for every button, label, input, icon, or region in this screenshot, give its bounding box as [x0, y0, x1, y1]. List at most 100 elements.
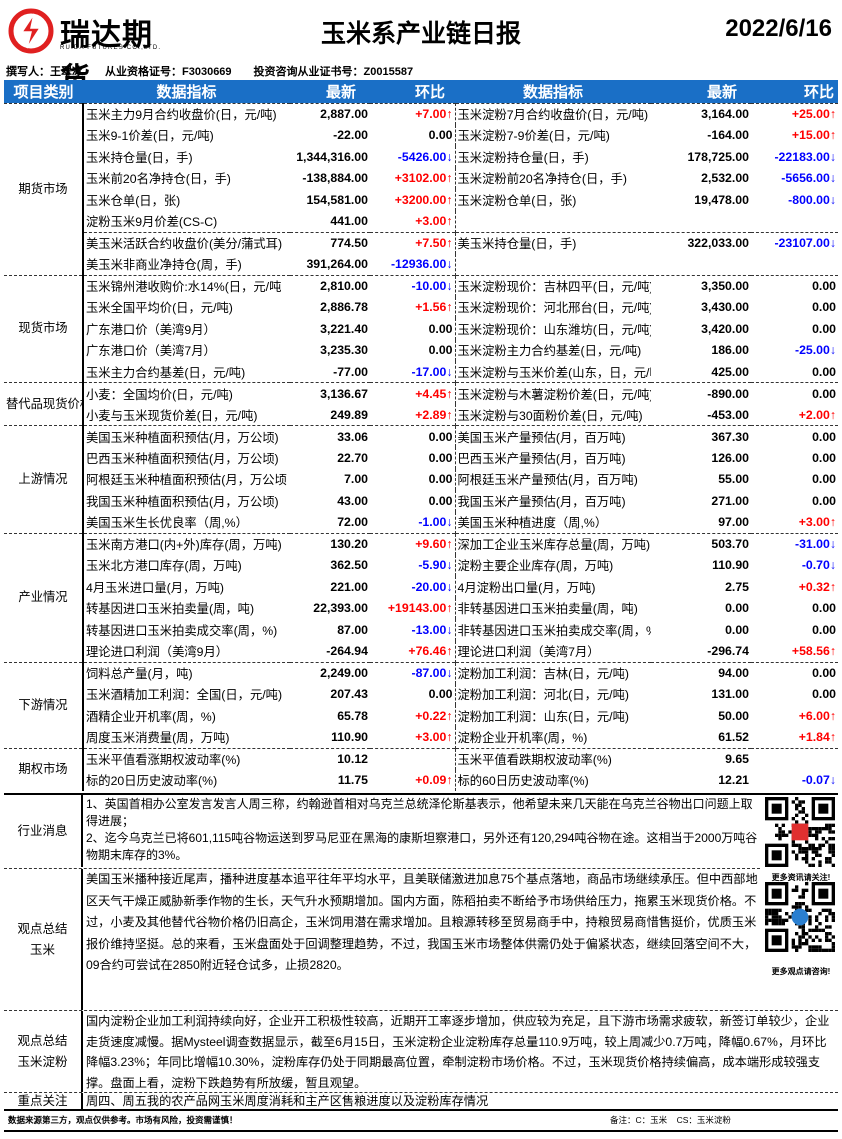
- indicator-name: 非转基因进口玉米拍卖量(周，吨): [457, 602, 638, 617]
- table-row: 周度玉米消费量(周，万吨) 110.90 +3.00↑ 淀粉企业开机率(周，%) 61.…: [4, 726, 838, 748]
- change-value: -22183.00↓: [774, 149, 836, 164]
- table-row: 小麦与玉米现货价差(日，元/吨) 249.89 +2.89↑ 玉米淀粉与30面粉价差(…: [4, 404, 838, 426]
- latest-value: 249.89: [330, 407, 368, 422]
- latest-value: 362.50: [330, 558, 368, 573]
- indicator-name: 玉米平值看跌期权波动率(%): [455, 747, 651, 770]
- latest-value: 72.00: [337, 515, 368, 529]
- table-row: 美玉米活跃合约收盘价(美分/蒲式耳) 774.50 +7.50↑ 美玉米持仓量(日，手…: [4, 231, 838, 254]
- change-value: 0.00: [812, 493, 836, 508]
- indicator-name: 玉米淀粉7-9价差(日，元/吨): [457, 129, 610, 144]
- latest-value: 367.30: [651, 425, 751, 447]
- latest-value: 503.70: [651, 532, 751, 555]
- change-value: +0.09↑: [370, 769, 456, 791]
- indicator-name: 广东港口价（美湾9月）: [86, 322, 216, 337]
- indicator-name: 玉米淀粉与30面粉价差(日，元/吨): [457, 408, 643, 423]
- change-value: 0.00: [370, 339, 456, 361]
- category-cell: 上游情况: [4, 425, 84, 533]
- latest-value: 131.00: [711, 687, 749, 702]
- latest-value: -22.00: [333, 128, 368, 143]
- header-category: 项目类别: [4, 80, 83, 103]
- category-cell: 产业情况: [4, 532, 84, 662]
- change-value: +3.00↑: [370, 210, 456, 232]
- latest-value: 61.52: [718, 730, 749, 744]
- indicator-name: 玉米淀粉持仓量(日，手): [457, 150, 589, 165]
- latest-value: -138,884.00: [302, 171, 368, 186]
- latest-value: -296.74: [707, 644, 749, 658]
- indicator-name: 玉米北方港口库存(周，万吨): [86, 559, 242, 574]
- table-divider: [4, 793, 838, 795]
- change-value: -5656.00↓: [781, 171, 836, 186]
- latest-value: 94.00: [651, 661, 751, 684]
- table-row: 玉米仓单(日，张) 154,581.00 +3200.00↑ 玉米淀粉仓单(日，张) 1…: [4, 189, 838, 211]
- latest-value: 0.00: [725, 601, 749, 616]
- table-row: 转基因进口玉米拍卖成交率(周，%) 87.00 -13.00↓ 非转基因进口玉米拍卖成…: [4, 619, 838, 641]
- qr-caption-consult: 更多观点请咨询!: [771, 967, 831, 976]
- starch-view-text: 国内淀粉企业加工利润持续向好，企业开工积极性较高，近期开工率逐步增加，供应较为充…: [86, 1014, 830, 1090]
- corn-view-label: 观点总结玉米: [4, 869, 83, 1010]
- change-value: 0.00: [751, 661, 838, 684]
- latest-value: -890.00: [651, 382, 751, 404]
- change-value: +2.00↑: [798, 407, 836, 422]
- indicator-name: 淀粉加工利润：河北(日，元/吨): [457, 688, 629, 703]
- table-row: 玉米北方港口库存(周，万吨) 362.50 -5.90↓ 淀粉主要企业库存(周，万吨)…: [4, 554, 838, 576]
- latest-value: 3,136.67: [290, 382, 370, 404]
- news-item: 2、迄今乌克兰已将601,115吨谷物运送到罗马尼亚在黑海的康斯坦察港口，另外还…: [86, 831, 758, 862]
- latest-value: 3,420.00: [701, 321, 749, 336]
- latest-value: -77.00: [333, 364, 368, 379]
- author-line: 撰写人：王翠冰 从业资格证号：F3030669 投资咨询从业证书号：Z0015587: [6, 63, 435, 79]
- indicator-name: 我国玉米产量预估(月，百万吨): [457, 494, 626, 509]
- latest-value: 3,430.00: [701, 300, 749, 315]
- latest-value: 186.00: [711, 343, 749, 358]
- indicator-name: 小麦：全国均价(日，元/吨): [83, 382, 290, 404]
- header-change-2: 环比: [751, 80, 838, 103]
- indicator-name: 理论进口利润（美湾7月）: [457, 645, 600, 659]
- latest-value: 3,164.00: [651, 102, 751, 125]
- change-value: 0.00: [812, 472, 836, 487]
- indicator-name: 转基因进口玉米拍卖成交率(周，%): [86, 623, 278, 638]
- change-value: +7.50↑: [370, 231, 456, 254]
- change-value: +0.22↑: [370, 705, 456, 727]
- latest-value: 50.00: [718, 708, 749, 723]
- latest-value: -264.94: [326, 644, 368, 658]
- change-value: 0.00: [812, 622, 836, 637]
- indicator-name: 玉米仓单(日，张): [86, 193, 181, 208]
- corn-view-label-text: 观点总结玉米: [17, 921, 68, 957]
- change-value: +3.00↑: [370, 726, 456, 748]
- indicator-name: 美国玉米生长优良率（周,%）: [86, 516, 248, 530]
- change-value: -25.00↓: [794, 343, 836, 358]
- change-value: 0.00: [370, 318, 456, 340]
- empty-cell: [751, 211, 838, 233]
- change-value: +2.89↑: [370, 404, 456, 426]
- indicator-name: 玉米主力9月合约收盘价(日，元/吨): [83, 102, 290, 125]
- change-value: -12936.00↓: [370, 253, 456, 275]
- footer-rule: [4, 1130, 838, 1132]
- corn-view-text: 美国玉米播种接近尾声，播种进度基本追平往年平均水平，且美联储激进加息75个基点落…: [86, 872, 758, 972]
- indicator-name: 美玉米非商业净持仓(周，手): [86, 258, 242, 272]
- change-value: 0.00: [370, 124, 456, 146]
- latest-value: 425.00: [711, 364, 749, 379]
- news-label: 行业消息: [4, 795, 83, 867]
- latest-value: 2,532.00: [701, 171, 749, 186]
- change-value: +1.56↑: [370, 296, 456, 318]
- indicator-name: 美国玉米种植面积预估(月，万公顷): [83, 425, 290, 447]
- table-row: 上游情况 美国玉米种植面积预估(月，万公顷) 33.06 0.00 美国玉米产量预估(月…: [4, 425, 838, 533]
- table-row: 阿根廷玉米种植面积预估(月，万公顷 7.00 0.00 阿根廷玉米产量预估(月，百万吨…: [4, 468, 838, 490]
- table-row: 转基因进口玉米拍卖量(周，吨) 22,393.00 +19143.00↑ 非转基因进口…: [4, 597, 838, 619]
- latest-value: 87.00: [337, 622, 368, 637]
- change-value: -31.00↓: [751, 532, 838, 555]
- latest-value: 271.00: [711, 493, 749, 508]
- indicator-name: 非转基因进口玉米拍卖成交率(周，%): [457, 623, 652, 638]
- latest-value: 65.78: [337, 708, 368, 723]
- table-row: 产业情况 玉米南方港口(内+外)库存(周，万吨) 130.20 +9.60↑ 深加工企业…: [4, 532, 838, 662]
- latest-value: 55.00: [718, 472, 749, 487]
- news-item: 1、英国首相办公室发言发言人周三称，约翰逊首相对乌克兰总统泽伦斯基表示，他希望未…: [86, 797, 753, 828]
- change-value: +4.45↑: [370, 382, 456, 404]
- indicator-name: 玉米9-1价差(日，元/吨): [86, 129, 214, 144]
- focus-label: 重点关注: [4, 1093, 83, 1109]
- change-value: -0.07↓: [801, 773, 836, 788]
- change-value: +76.46↑: [370, 640, 456, 662]
- indicator-name: 巴西玉米产量预估(月，百万吨): [457, 451, 626, 466]
- change-value: +58.56↑: [791, 644, 836, 658]
- indicator-name: 广东港口价（美湾7月）: [86, 344, 216, 359]
- indicator-name: 玉米淀粉现价：山东潍坊(日，元/吨): [457, 322, 652, 337]
